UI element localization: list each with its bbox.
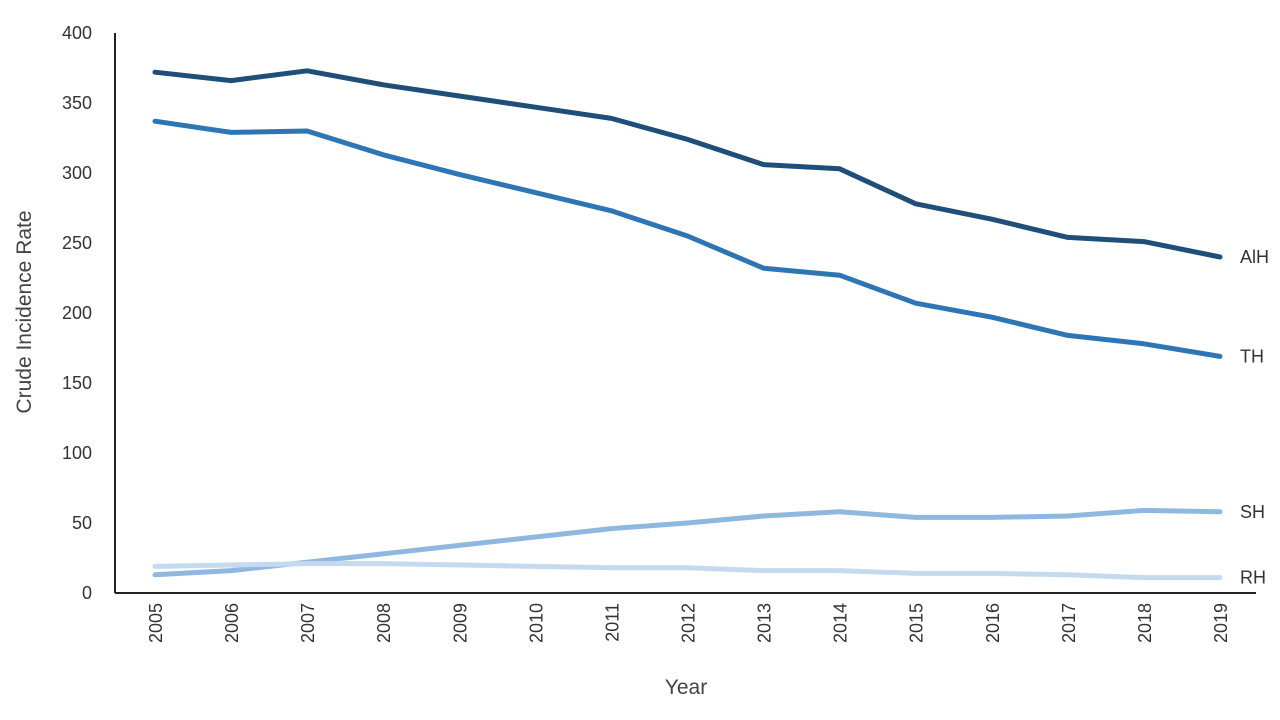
x-tick-label: 2008 bbox=[374, 603, 394, 643]
y-tick-label: 350 bbox=[62, 93, 92, 113]
y-tick-label: 50 bbox=[72, 513, 92, 533]
series-line-rh bbox=[152, 561, 1223, 581]
x-tick-label: 2013 bbox=[755, 603, 775, 643]
axes: 0 50 100 150 200 250 300 350 400 2005 2006 2007 2008… bbox=[62, 23, 1256, 643]
y-tick-label: 300 bbox=[62, 163, 92, 183]
x-tick-label: 2006 bbox=[222, 603, 242, 643]
series-lines bbox=[152, 68, 1223, 581]
x-tick-label: 2007 bbox=[298, 603, 318, 643]
series-label-rh: RH bbox=[1240, 568, 1266, 588]
y-tick-label: 400 bbox=[62, 23, 92, 43]
x-tick-label: 2018 bbox=[1135, 603, 1155, 643]
x-tick-label: 2016 bbox=[983, 603, 1003, 643]
series-line-alh bbox=[152, 68, 1223, 260]
x-tick-label: 2009 bbox=[450, 603, 470, 643]
x-tick-label: 2010 bbox=[526, 603, 546, 643]
series-line-sh bbox=[152, 507, 1223, 578]
x-tick-label: 2005 bbox=[146, 603, 166, 643]
y-tick-label: 150 bbox=[62, 373, 92, 393]
series-label-alh: AlH bbox=[1240, 247, 1269, 267]
y-tick-label: 0 bbox=[82, 583, 92, 603]
series-line-th bbox=[152, 118, 1223, 359]
series-labels: AlH TH SH RH bbox=[1240, 247, 1269, 588]
x-tick-label: 2011 bbox=[602, 603, 622, 642]
x-tick-label: 2015 bbox=[907, 603, 927, 643]
x-tick-label: 2019 bbox=[1211, 603, 1231, 643]
y-tick-label: 250 bbox=[62, 233, 92, 253]
series-label-sh: SH bbox=[1240, 502, 1265, 522]
y-tick-label: 100 bbox=[62, 443, 92, 463]
x-axis-title: Year bbox=[665, 676, 707, 699]
y-tick-label: 200 bbox=[62, 303, 92, 323]
series-label-th: TH bbox=[1240, 346, 1264, 366]
x-tick-label: 2014 bbox=[831, 603, 851, 643]
y-axis-title: Crude Incidence Rate bbox=[13, 210, 36, 413]
x-tick-label: 2017 bbox=[1059, 603, 1079, 643]
x-tick-label: 2012 bbox=[678, 603, 698, 643]
